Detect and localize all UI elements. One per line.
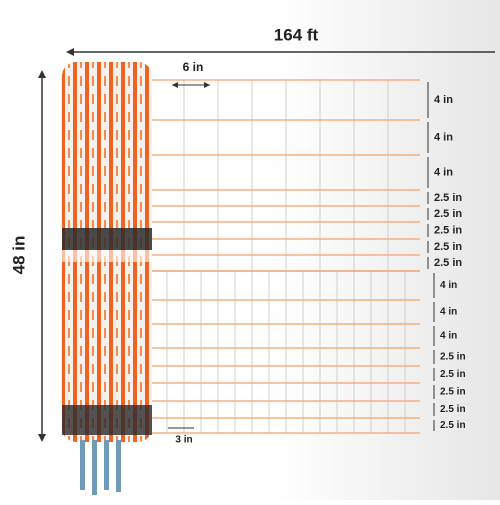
spacing-label: 2.5 in bbox=[440, 404, 466, 415]
top-mesh-label: 6 in bbox=[183, 60, 204, 74]
arrow-head bbox=[172, 82, 178, 88]
spacing-label: 4 in bbox=[440, 307, 457, 318]
spacing-label: 2.5 in bbox=[434, 192, 462, 204]
spacing-label: 2.5 in bbox=[440, 369, 466, 380]
spacing-label: 4 in bbox=[434, 131, 453, 143]
spacing-label: 2.5 in bbox=[440, 387, 466, 398]
spacing-label: 2.5 in bbox=[434, 241, 462, 253]
spacing-label: 2.5 in bbox=[434, 208, 462, 220]
spacing-label: 2.5 in bbox=[440, 420, 466, 431]
fence-roll bbox=[62, 62, 152, 495]
arrow-head bbox=[204, 82, 210, 88]
spacing-label: 4 in bbox=[434, 166, 453, 178]
spacing-labels: 4 in 4 in 4 in 2.5 in 2.5 in 2.5 in 2.5 in 2.5 … bbox=[427, 82, 466, 431]
spacing-label: 2.5 in bbox=[434, 257, 462, 269]
height-label: 48 in bbox=[9, 236, 28, 275]
spacing-label: 4 in bbox=[440, 280, 457, 291]
spacing-label: 2.5 in bbox=[434, 224, 462, 236]
arrow-head bbox=[38, 434, 46, 442]
arrow-head bbox=[38, 70, 46, 78]
spacing-label: 4 in bbox=[434, 94, 453, 106]
spacing-label: 2.5 in bbox=[440, 352, 466, 363]
length-label: 164 ft bbox=[274, 25, 319, 44]
bottom-mesh-label: 3 in bbox=[175, 435, 192, 446]
arrow-head bbox=[66, 48, 74, 56]
spacing-label: 4 in bbox=[440, 331, 457, 342]
